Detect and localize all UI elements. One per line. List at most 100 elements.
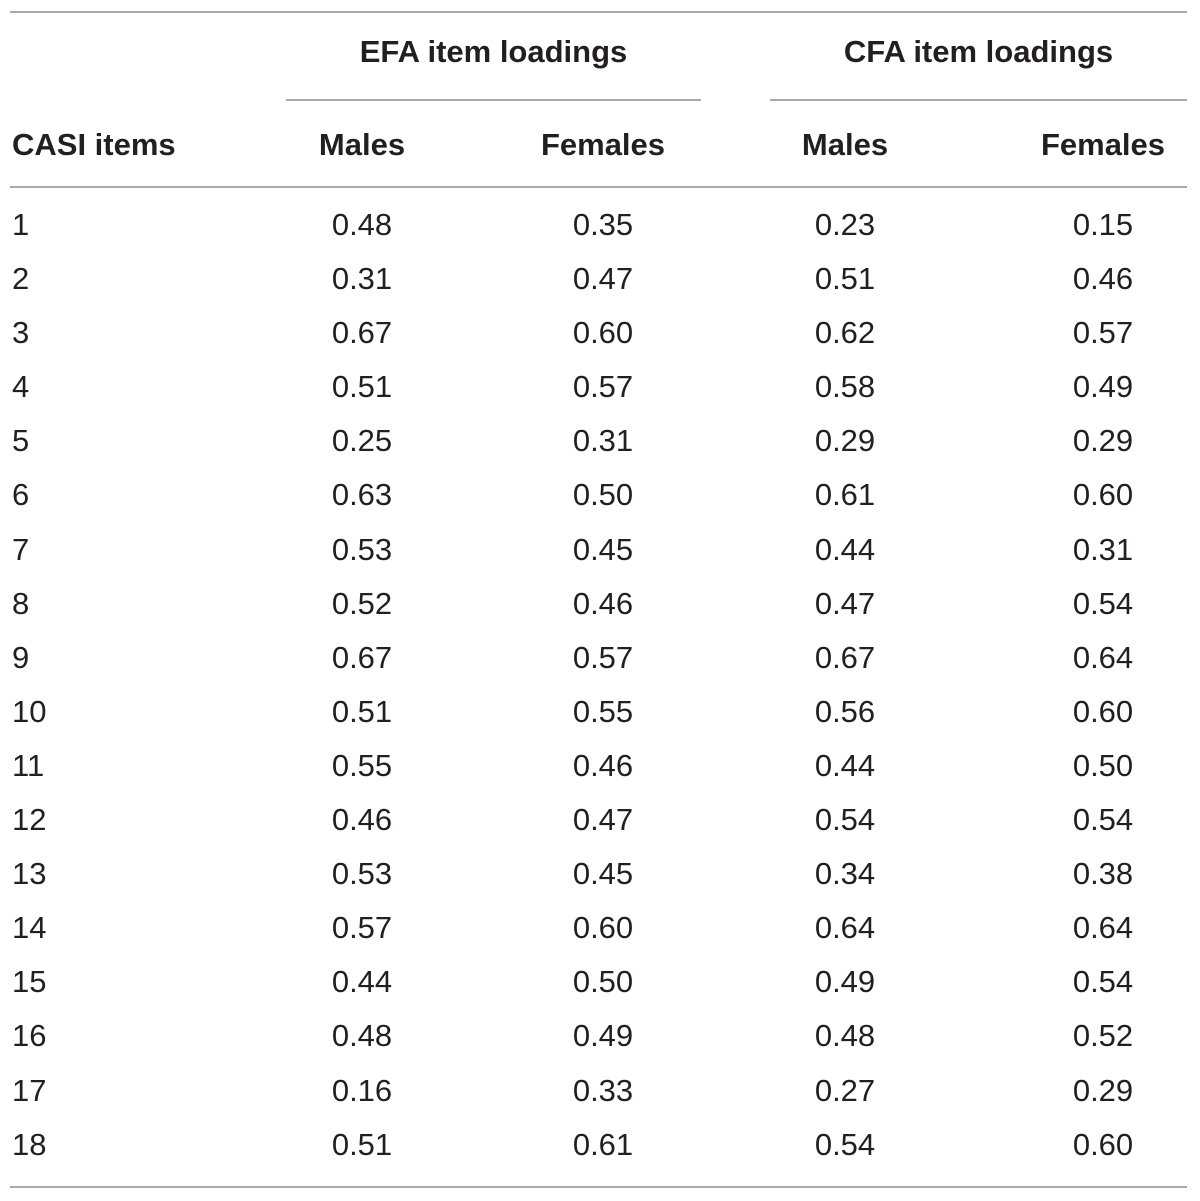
table-row: 8 0.52 0.46 0.47 0.54 bbox=[0, 580, 1200, 634]
table-row: 17 0.16 0.33 0.27 0.29 bbox=[0, 1067, 1200, 1121]
item-number: 16 bbox=[12, 1018, 47, 1054]
efa-females-value: 0.49 bbox=[572, 1018, 634, 1054]
efa-males-value: 0.51 bbox=[331, 693, 393, 729]
efa-females-value: 0.57 bbox=[572, 639, 634, 675]
item-number: 11 bbox=[12, 747, 45, 783]
efa-males-value: 0.52 bbox=[331, 585, 393, 621]
cfa-females-value: 0.54 bbox=[1072, 964, 1134, 1000]
item-number: 4 bbox=[12, 369, 30, 405]
table-row: 5 0.25 0.31 0.29 0.29 bbox=[0, 417, 1200, 471]
efa-females-value: 0.45 bbox=[572, 856, 634, 892]
cfa-males-value: 0.49 bbox=[814, 964, 876, 1000]
cfa-females-value: 0.31 bbox=[1072, 531, 1134, 567]
efa-females-value: 0.55 bbox=[572, 693, 634, 729]
cfa-group-rule bbox=[770, 99, 1187, 101]
efa-females-value: 0.60 bbox=[572, 315, 634, 351]
table-row: 2 0.31 0.47 0.51 0.46 bbox=[0, 255, 1200, 309]
table-row: 14 0.57 0.60 0.64 0.64 bbox=[0, 904, 1200, 958]
item-number: 5 bbox=[12, 423, 30, 459]
table-row: 16 0.48 0.49 0.48 0.52 bbox=[0, 1012, 1200, 1066]
efa-males-value: 0.48 bbox=[331, 1018, 393, 1054]
cfa-females-value: 0.60 bbox=[1072, 477, 1134, 513]
efa-females-value: 0.61 bbox=[572, 1126, 634, 1162]
cfa-females-value: 0.64 bbox=[1072, 910, 1134, 946]
cfa-group-header: CFA item loadings bbox=[843, 34, 1114, 69]
efa-males-value: 0.46 bbox=[331, 802, 393, 838]
table-row: 4 0.51 0.57 0.58 0.49 bbox=[0, 363, 1200, 417]
efa-females-value: 0.60 bbox=[572, 910, 634, 946]
item-number: 6 bbox=[12, 477, 30, 513]
table-row: 6 0.63 0.50 0.61 0.60 bbox=[0, 471, 1200, 525]
casi-items-header: CASI items bbox=[12, 127, 176, 162]
efa-females-value: 0.47 bbox=[572, 261, 634, 297]
efa-males-value: 0.44 bbox=[331, 964, 393, 1000]
table-top-rule bbox=[10, 11, 1187, 13]
efa-males-value: 0.55 bbox=[331, 747, 393, 783]
table-row: 11 0.55 0.46 0.44 0.50 bbox=[0, 742, 1200, 796]
efa-males-value: 0.53 bbox=[331, 856, 393, 892]
efa-females-value: 0.50 bbox=[572, 477, 634, 513]
cfa-males-value: 0.58 bbox=[814, 369, 876, 405]
cfa-males-value: 0.27 bbox=[814, 1072, 876, 1108]
cfa-males-value: 0.56 bbox=[814, 693, 876, 729]
cfa-males-value: 0.54 bbox=[814, 802, 876, 838]
efa-males-header: Males bbox=[318, 127, 406, 162]
cfa-females-value: 0.15 bbox=[1072, 207, 1134, 242]
cfa-males-value: 0.44 bbox=[814, 531, 876, 567]
efa-females-value: 0.57 bbox=[572, 369, 634, 405]
efa-males-value: 0.63 bbox=[331, 477, 393, 513]
table-row: 18 0.51 0.61 0.54 0.60 bbox=[0, 1121, 1200, 1175]
item-number: 8 bbox=[12, 585, 30, 621]
item-number: 9 bbox=[12, 639, 30, 675]
table-row: 9 0.67 0.57 0.67 0.64 bbox=[0, 634, 1200, 688]
cfa-males-value: 0.29 bbox=[814, 423, 876, 459]
efa-males-value: 0.67 bbox=[331, 639, 393, 675]
cfa-females-value: 0.38 bbox=[1072, 856, 1134, 892]
table-row: 13 0.53 0.45 0.34 0.38 bbox=[0, 850, 1200, 904]
cfa-males-value: 0.47 bbox=[814, 585, 876, 621]
item-number: 7 bbox=[12, 531, 30, 567]
efa-males-value: 0.51 bbox=[331, 1126, 393, 1162]
item-number: 10 bbox=[12, 693, 47, 729]
cfa-males-header: Males bbox=[801, 127, 889, 162]
efa-males-value: 0.53 bbox=[331, 531, 393, 567]
efa-females-value: 0.31 bbox=[572, 423, 634, 459]
table-row: 7 0.53 0.45 0.44 0.31 bbox=[0, 526, 1200, 580]
table-row: 3 0.67 0.60 0.62 0.57 bbox=[0, 309, 1200, 363]
cfa-females-value: 0.29 bbox=[1072, 1072, 1134, 1108]
item-number: 2 bbox=[12, 261, 30, 297]
header-rule bbox=[10, 186, 1187, 188]
item-number: 3 bbox=[12, 315, 30, 351]
efa-females-header: Females bbox=[540, 127, 666, 162]
table-row: 15 0.44 0.50 0.49 0.54 bbox=[0, 958, 1200, 1012]
efa-group-rule bbox=[286, 99, 701, 101]
cfa-males-value: 0.64 bbox=[814, 910, 876, 946]
efa-females-value: 0.50 bbox=[572, 964, 634, 1000]
cfa-females-value: 0.29 bbox=[1072, 423, 1134, 459]
cfa-females-value: 0.52 bbox=[1072, 1018, 1134, 1054]
cfa-females-value: 0.50 bbox=[1072, 747, 1134, 783]
item-number: 18 bbox=[12, 1126, 47, 1162]
efa-females-value: 0.33 bbox=[572, 1072, 634, 1108]
efa-females-value: 0.46 bbox=[572, 585, 634, 621]
cfa-females-value: 0.54 bbox=[1072, 585, 1134, 621]
table-row: 1 0.48 0.35 0.23 0.15 bbox=[0, 201, 1200, 255]
efa-males-value: 0.48 bbox=[331, 207, 393, 242]
cfa-males-value: 0.62 bbox=[814, 315, 876, 351]
item-number: 17 bbox=[12, 1072, 47, 1108]
table-row: 12 0.46 0.47 0.54 0.54 bbox=[0, 796, 1200, 850]
cfa-females-header: Females bbox=[1040, 127, 1166, 162]
cfa-males-value: 0.23 bbox=[814, 207, 876, 242]
table-body: 1 0.48 0.35 0.23 0.15 2 0.31 0.47 0.51 0.46 3 0.67 0… bbox=[0, 201, 1200, 1175]
efa-males-value: 0.25 bbox=[331, 423, 393, 459]
cfa-males-value: 0.54 bbox=[814, 1126, 876, 1162]
cfa-females-value: 0.60 bbox=[1072, 1126, 1134, 1162]
cfa-females-value: 0.54 bbox=[1072, 802, 1134, 838]
efa-males-value: 0.67 bbox=[331, 315, 393, 351]
efa-males-value: 0.16 bbox=[331, 1072, 393, 1108]
cfa-females-value: 0.46 bbox=[1072, 261, 1134, 297]
cfa-males-value: 0.34 bbox=[814, 856, 876, 892]
item-number: 1 bbox=[12, 207, 30, 242]
cfa-females-value: 0.64 bbox=[1072, 639, 1134, 675]
